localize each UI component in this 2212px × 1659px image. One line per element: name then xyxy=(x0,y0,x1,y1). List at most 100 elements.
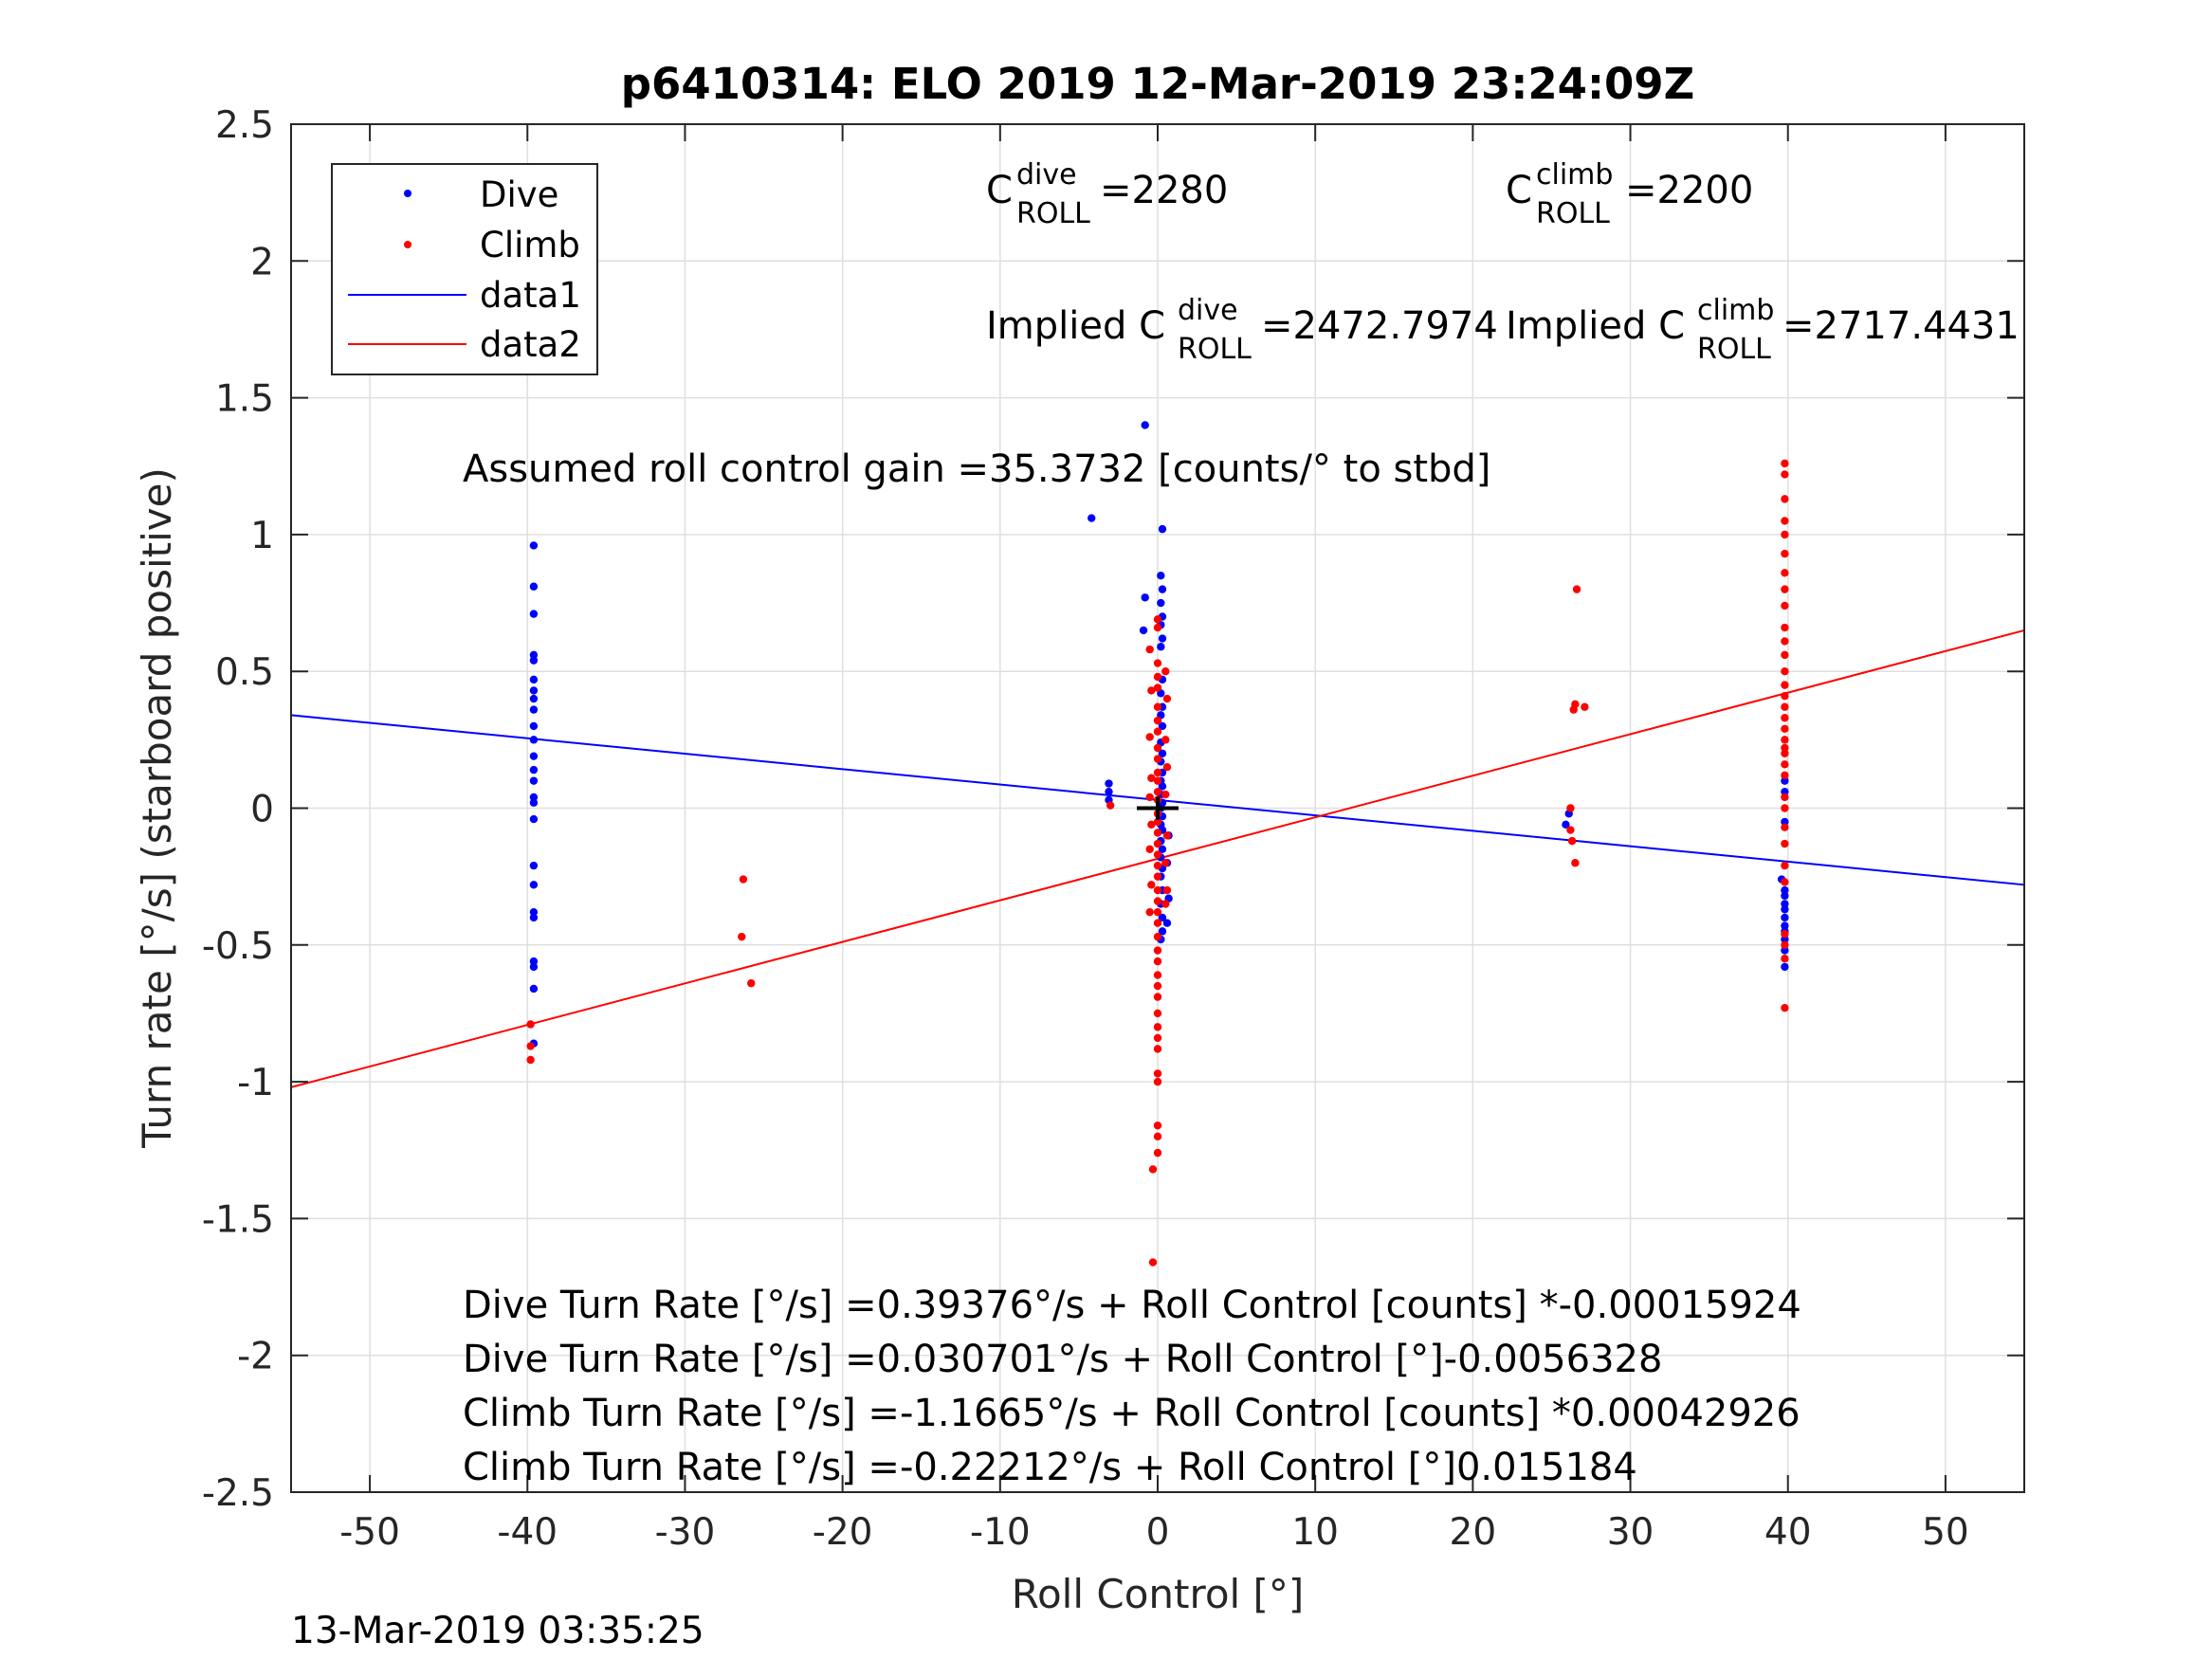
climb-point xyxy=(1153,1033,1162,1043)
climb-point xyxy=(1153,829,1162,837)
dive-point xyxy=(529,793,539,802)
climb-point xyxy=(1153,1132,1162,1141)
x-tick-label: 40 xyxy=(1764,1511,1812,1554)
dive-point xyxy=(1781,885,1789,895)
climb-point xyxy=(1566,804,1575,812)
dive-point xyxy=(1157,571,1165,580)
climb-point xyxy=(1781,637,1789,646)
dive-point xyxy=(1088,514,1096,522)
dive-point xyxy=(529,913,539,922)
climb-point xyxy=(1569,705,1578,714)
dive-point xyxy=(1139,626,1148,635)
dive-point xyxy=(1158,927,1167,936)
climb-point xyxy=(738,932,746,941)
climb-point xyxy=(1153,1045,1162,1053)
climb-point xyxy=(1161,859,1170,867)
climb-point xyxy=(1145,733,1154,741)
climb-point xyxy=(1781,878,1789,886)
roll-gain-annotation: Assumed roll control gain =35.3732 [coun… xyxy=(463,447,1490,491)
climb-point xyxy=(1781,861,1789,870)
implied-climb-sub: ROLL xyxy=(1697,333,1771,366)
climb-point xyxy=(1162,763,1172,772)
legend-data2-label: data2 xyxy=(480,324,581,365)
climb-point xyxy=(1781,601,1789,611)
implied-climb-value: =2717.4431 xyxy=(1782,304,2020,348)
render-timestamp: 13-Mar-2019 03:35:25 xyxy=(291,1610,704,1652)
dive-point xyxy=(529,656,539,665)
dive-point xyxy=(529,694,539,703)
c-roll-climb-annotation: C climb ROLL =2200 xyxy=(1506,158,1753,230)
dive-point xyxy=(1781,921,1789,930)
climb-point xyxy=(1153,776,1162,785)
legend-box xyxy=(331,163,598,375)
climb-point xyxy=(1145,645,1154,654)
dive-point xyxy=(1781,935,1789,944)
dive-point xyxy=(1105,787,1113,796)
climb-point xyxy=(1571,859,1580,867)
dive-point xyxy=(1781,787,1789,796)
dive-point xyxy=(1781,913,1789,922)
climb-point xyxy=(1145,907,1154,917)
c-roll-climb-sub: ROLL xyxy=(1536,197,1610,230)
climb-point xyxy=(1147,820,1156,830)
c-roll-climb-base: C xyxy=(1506,169,1532,212)
y-tick-label: 2.5 xyxy=(215,104,274,147)
climb-point xyxy=(1153,727,1162,736)
climb-point xyxy=(1781,940,1789,949)
climb-points xyxy=(526,459,1789,1267)
climb-point xyxy=(1781,549,1789,558)
climb-point xyxy=(1148,1258,1158,1267)
climb-point xyxy=(1153,702,1162,711)
c-roll-dive-sub: ROLL xyxy=(1016,197,1090,230)
x-tick-labels: -50 -40 -30 -20 -10 0 10 20 30 40 50 xyxy=(339,1511,1968,1554)
dive-point xyxy=(1781,905,1789,914)
climb-point xyxy=(1781,760,1789,769)
dive-point xyxy=(1781,817,1789,827)
climb-point xyxy=(1147,881,1156,889)
dive-point xyxy=(1781,776,1789,785)
dive-point xyxy=(1158,782,1167,791)
dive-point xyxy=(1781,900,1789,908)
climb-point xyxy=(1153,1069,1162,1078)
climb-point xyxy=(1153,993,1162,1001)
climb-point xyxy=(1153,946,1162,955)
chart-title: p6410314: ELO 2019 12-Mar-2019 23:24:09Z xyxy=(621,59,1694,109)
climb-point xyxy=(1153,850,1162,859)
climb-point xyxy=(1581,702,1589,711)
climb-point xyxy=(1153,957,1162,966)
dive-point xyxy=(529,957,539,966)
dive-point xyxy=(529,798,539,807)
climb-point xyxy=(1781,623,1789,632)
climb-point xyxy=(1153,919,1162,927)
dive-point xyxy=(529,721,539,731)
y-axis-label: Turn rate [°/s] (starboard positive) xyxy=(134,467,180,1149)
x-tick-label: 10 xyxy=(1291,1511,1339,1554)
x-axis-label: Roll Control [°] xyxy=(1012,1571,1305,1617)
dive-point xyxy=(529,610,539,618)
dive-point xyxy=(1157,643,1165,651)
climb-point xyxy=(1145,845,1154,853)
dive-point xyxy=(529,861,539,870)
climb-point xyxy=(1781,667,1789,676)
dive-point xyxy=(529,962,539,972)
dive-point xyxy=(529,736,539,744)
climb-point xyxy=(1153,768,1162,777)
y-tick-label: 1 xyxy=(250,515,274,557)
climb-point xyxy=(1781,470,1789,479)
legend-dive-label: Dive xyxy=(480,174,558,215)
implied-dive-annotation: Implied C dive ROLL =2472.7974 xyxy=(986,294,1498,366)
climb-point xyxy=(1161,736,1170,744)
climb-point xyxy=(1153,897,1162,905)
climb-point xyxy=(1145,793,1154,802)
climb-point xyxy=(1153,659,1162,667)
dive-point xyxy=(529,752,539,760)
x-tick-label: -20 xyxy=(813,1511,873,1554)
climb-point xyxy=(1781,804,1789,812)
dive-point xyxy=(1162,919,1172,927)
y-tick-label: -1.5 xyxy=(202,1198,274,1241)
dive-point xyxy=(529,776,539,785)
x-tick-label: 0 xyxy=(1146,1511,1170,1554)
climb-point xyxy=(1781,517,1789,525)
climb-point xyxy=(1153,839,1162,848)
